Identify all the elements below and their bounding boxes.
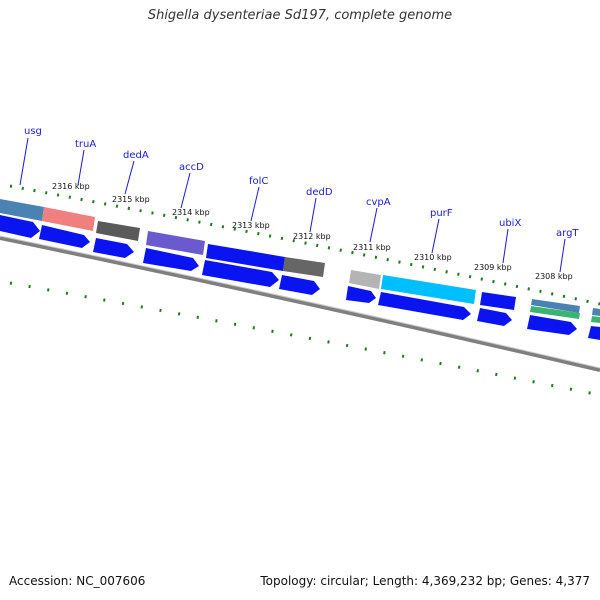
feature-argT-b bbox=[530, 306, 580, 319]
cds-arrow bbox=[39, 225, 90, 248]
kbp-label-2308: 2308 kbp bbox=[535, 272, 573, 281]
cds-arrow bbox=[378, 292, 471, 320]
gene-label-folC: folC bbox=[249, 176, 268, 187]
kbp-label-2316: 2316 kbp bbox=[52, 182, 90, 191]
kbp-label-2313: 2313 kbp bbox=[232, 221, 270, 230]
genome-backbone bbox=[0, 236, 600, 372]
kbp-label-2310: 2310 kbp bbox=[414, 253, 452, 262]
gene-label-purF: purF bbox=[430, 208, 453, 219]
pointer-folC bbox=[250, 186, 260, 222]
genome-backbone-highlight bbox=[0, 235, 600, 369]
gene-label-argT: argT bbox=[556, 228, 579, 239]
cds-arrow bbox=[279, 275, 320, 295]
accession-text: Accession: NC_007606 bbox=[9, 574, 146, 588]
gene-label-dedD: dedD bbox=[306, 187, 333, 198]
kbp-label-2314: 2314 kbp bbox=[172, 208, 210, 217]
kbp-label-2311: 2311 kbp bbox=[353, 243, 391, 252]
feature-argT-a bbox=[531, 299, 580, 313]
gene-label-accD: accD bbox=[179, 162, 204, 173]
pointer-usg bbox=[19, 137, 29, 186]
pointer-argT bbox=[559, 238, 566, 273]
gene-label-dedA: dedA bbox=[123, 150, 149, 161]
cds-arrow bbox=[477, 308, 512, 326]
genome-summary-text: Topology: circular; Length: 4,369,232 bp… bbox=[260, 574, 590, 588]
pointer-truA bbox=[77, 149, 85, 186]
feature-ubiX bbox=[480, 292, 516, 310]
pointer-purF bbox=[431, 218, 440, 254]
feature-edge-a bbox=[592, 308, 600, 316]
gene-label-ubiX: ubiX bbox=[499, 218, 521, 229]
feature-truA bbox=[42, 207, 95, 231]
feature-dedD bbox=[283, 257, 325, 277]
cds-arrow bbox=[202, 260, 279, 287]
feature-folC bbox=[206, 244, 285, 271]
cds-arrow bbox=[346, 286, 376, 303]
feature-dedA bbox=[96, 221, 140, 241]
feature-purF bbox=[381, 275, 476, 304]
gene-label-truA: truA bbox=[75, 139, 96, 150]
cds-arrow bbox=[0, 215, 40, 238]
gene-labels: usg truA dedA accD folC dedD cvpA purF u… bbox=[24, 126, 579, 239]
gene-label-cvpA: cvpA bbox=[366, 197, 391, 208]
pointer-cvpA bbox=[369, 207, 378, 243]
cds-track-lower bbox=[0, 215, 600, 340]
inner-tick-row bbox=[9, 184, 600, 306]
pointer-dedD bbox=[309, 197, 317, 233]
kbp-label-2315: 2315 kbp bbox=[112, 195, 150, 204]
kbp-label-2312: 2312 kbp bbox=[293, 232, 331, 241]
pointer-accD bbox=[180, 172, 191, 209]
feature-track-upper bbox=[0, 199, 600, 323]
pointer-ubiX bbox=[502, 228, 509, 264]
gene-label-usg: usg bbox=[24, 126, 42, 137]
feature-accD bbox=[146, 231, 205, 255]
cds-arrow bbox=[93, 238, 134, 258]
cds-arrow bbox=[143, 248, 199, 271]
cds-arrow bbox=[527, 315, 577, 335]
cds-arrow bbox=[588, 326, 600, 340]
feature-usg bbox=[0, 199, 44, 221]
feature-edge-b bbox=[591, 316, 600, 323]
label-pointers bbox=[19, 137, 566, 273]
kbp-label-2309: 2309 kbp bbox=[474, 263, 512, 272]
feature-cvpA bbox=[349, 270, 381, 289]
kbp-labels: 2316 kbp 2315 kbp 2314 kbp 2313 kbp 2312… bbox=[52, 182, 573, 281]
map-title: Shigella dysenteriae Sd197, complete gen… bbox=[147, 8, 453, 23]
pointer-dedA bbox=[124, 160, 135, 195]
